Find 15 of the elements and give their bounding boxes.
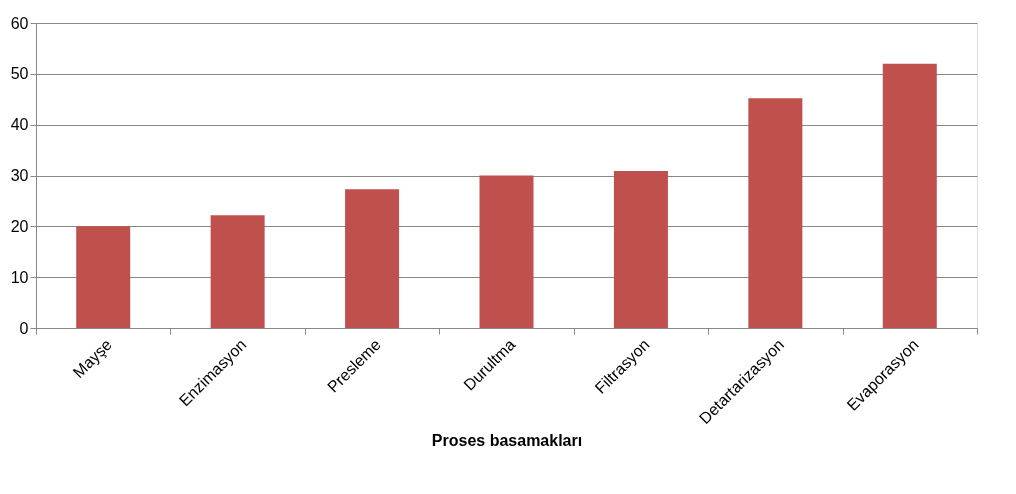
y-tick-label: 20 — [10, 217, 29, 235]
bar — [479, 175, 534, 328]
bar — [345, 189, 400, 328]
y-tick-label: 50 — [10, 65, 29, 83]
y-tick-label: 10 — [10, 268, 29, 286]
bar — [613, 170, 668, 328]
bar — [76, 226, 131, 328]
y-tick-label: 0 — [19, 319, 29, 337]
x-axis-title: Proses basamakları — [431, 432, 583, 450]
y-tick-label: 30 — [10, 167, 29, 184]
bar — [210, 215, 265, 328]
bar — [748, 98, 803, 328]
bar — [882, 63, 937, 328]
y-tick-label: 60 — [10, 14, 29, 32]
y-tick-label: 40 — [10, 116, 29, 134]
